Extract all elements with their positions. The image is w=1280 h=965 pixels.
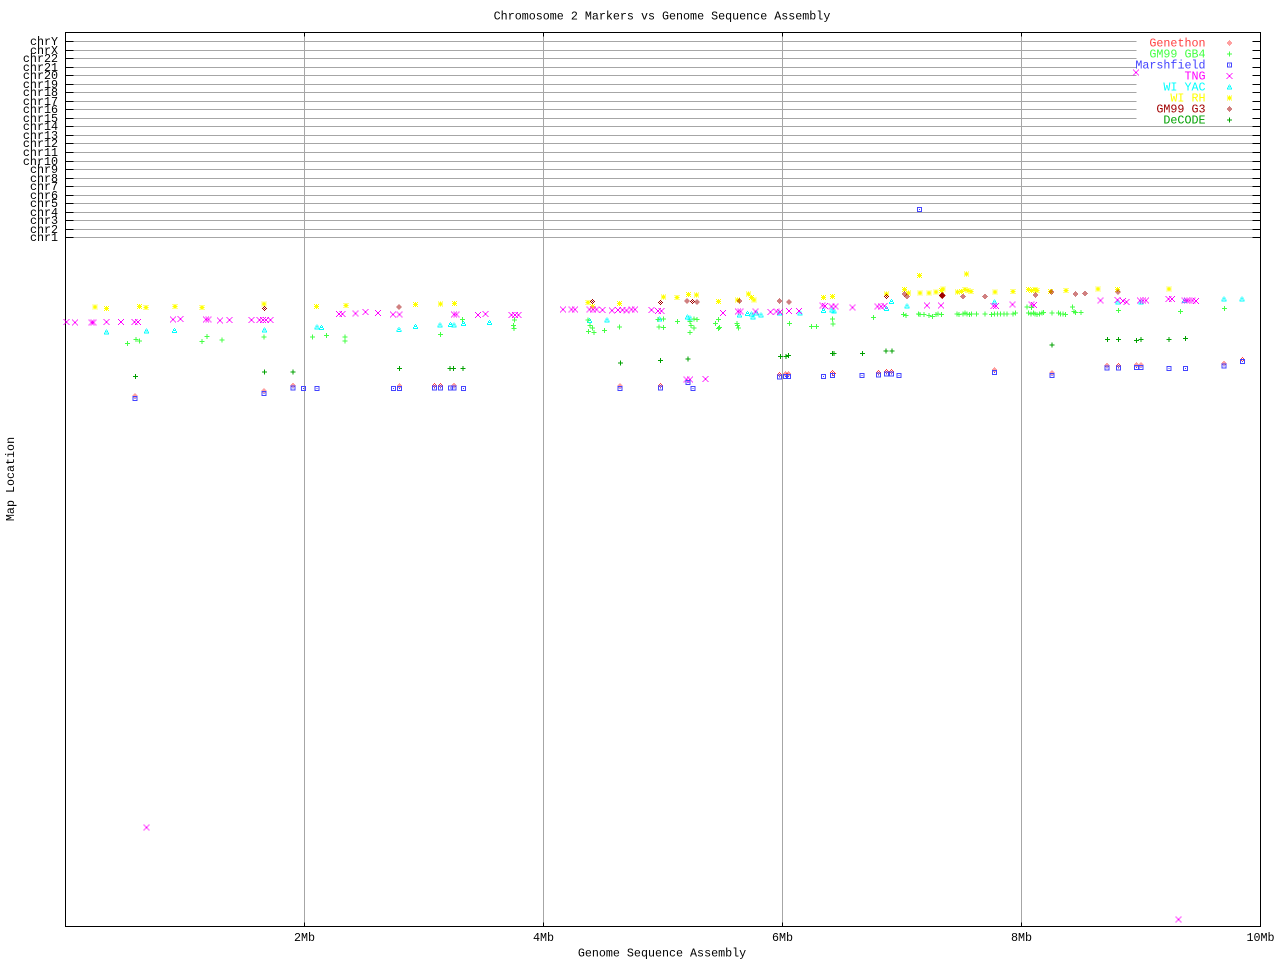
svg-text:chr13: chr13: [23, 129, 58, 143]
svg-text:TNG: TNG: [1184, 70, 1205, 84]
svg-text:chr3: chr3: [30, 214, 58, 228]
svg-text:chr11: chr11: [23, 146, 58, 160]
svg-text:2Mb: 2Mb: [294, 931, 315, 945]
svg-text:chr1: chr1: [30, 231, 58, 245]
svg-text:8Mb: 8Mb: [1011, 931, 1032, 945]
svg-text:WI RH: WI RH: [1170, 92, 1205, 106]
svg-text:chr22: chr22: [23, 52, 58, 66]
svg-text:Genethon: Genethon: [1149, 37, 1205, 51]
svg-text:WI YAC: WI YAC: [1163, 81, 1205, 95]
svg-text:chrY: chrY: [30, 35, 58, 49]
svg-text:chr10: chr10: [23, 155, 58, 169]
svg-text:GM99 G3: GM99 G3: [1156, 103, 1205, 117]
svg-text:Map Location: Map Location: [4, 437, 18, 521]
svg-text:chr6: chr6: [30, 189, 58, 203]
svg-text:chr14: chr14: [23, 120, 58, 134]
svg-text:chr18: chr18: [23, 86, 58, 100]
svg-text:chr7: chr7: [30, 180, 58, 194]
svg-text:6Mb: 6Mb: [772, 931, 793, 945]
svg-text:Genome Sequence Assembly: Genome Sequence Assembly: [578, 947, 746, 961]
svg-text:chr2: chr2: [30, 223, 58, 237]
svg-text:chr15: chr15: [23, 112, 58, 126]
svg-text:chr4: chr4: [30, 206, 58, 220]
svg-text:GM99 GB4: GM99 GB4: [1149, 48, 1205, 62]
svg-text:Marshfield: Marshfield: [1135, 59, 1205, 73]
svg-text:10Mb: 10Mb: [1246, 931, 1274, 945]
svg-text:Chromosome 2 Markers vs Genome: Chromosome 2 Markers vs Genome Sequence …: [494, 10, 831, 24]
svg-text:chrX: chrX: [30, 44, 58, 58]
svg-text:chr12: chr12: [23, 137, 58, 151]
svg-text:chr16: chr16: [23, 103, 58, 117]
svg-text:chr19: chr19: [23, 78, 58, 92]
svg-text:DeCODE: DeCODE: [1163, 114, 1205, 128]
svg-text:chr9: chr9: [30, 163, 58, 177]
svg-text:chr17: chr17: [23, 95, 58, 109]
svg-text:chr8: chr8: [30, 172, 58, 186]
svg-text:chr21: chr21: [23, 61, 58, 75]
svg-text:chr20: chr20: [23, 69, 58, 83]
svg-text:chr5: chr5: [30, 197, 58, 211]
svg-text:4Mb: 4Mb: [533, 931, 554, 945]
